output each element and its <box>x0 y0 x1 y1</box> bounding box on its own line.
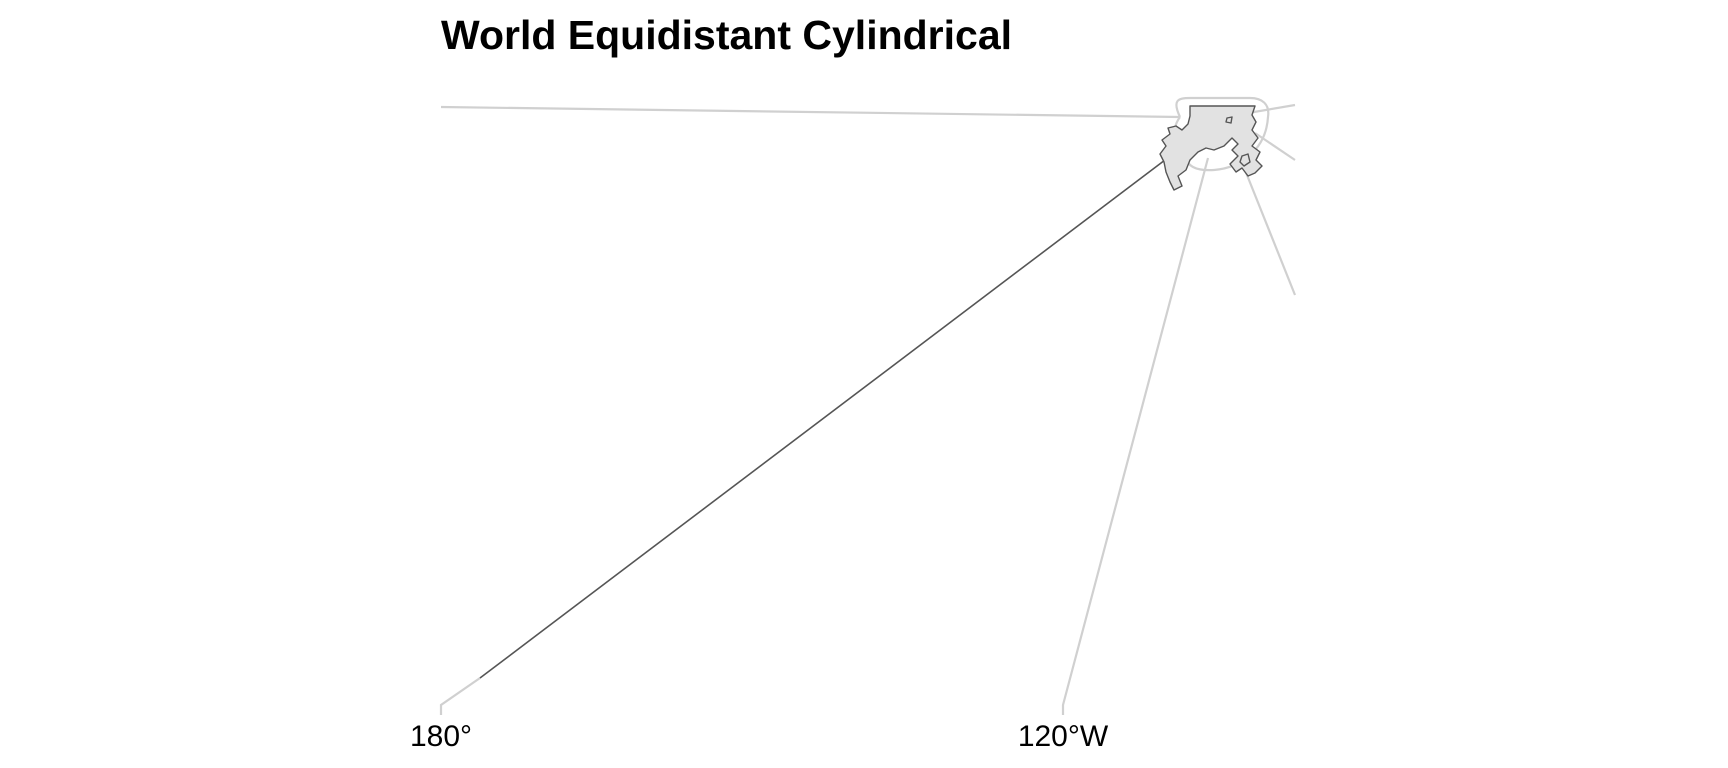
tick-label-180: 180° <box>410 720 472 753</box>
land-island <box>1239 153 1251 167</box>
graticule-parallel-right-lower <box>1254 132 1296 161</box>
graticule-parallel-right-upper <box>1247 103 1296 115</box>
graticule-meridian-right <box>1243 169 1297 296</box>
land-lake <box>1225 116 1233 124</box>
map-title: World Equidistant Cylindrical <box>441 12 1013 58</box>
tick-label-120w: 120°W <box>1018 720 1109 753</box>
graticule-parallel-top <box>440 105 1181 119</box>
land-polygon <box>1159 105 1263 191</box>
graticule-meridian-120w <box>1061 157 1210 715</box>
axis-labels: 180° 120°W <box>410 720 1109 753</box>
graticule <box>439 96 1297 715</box>
map-edge-line <box>479 159 1166 679</box>
graticule-meridian-180 <box>439 677 481 715</box>
